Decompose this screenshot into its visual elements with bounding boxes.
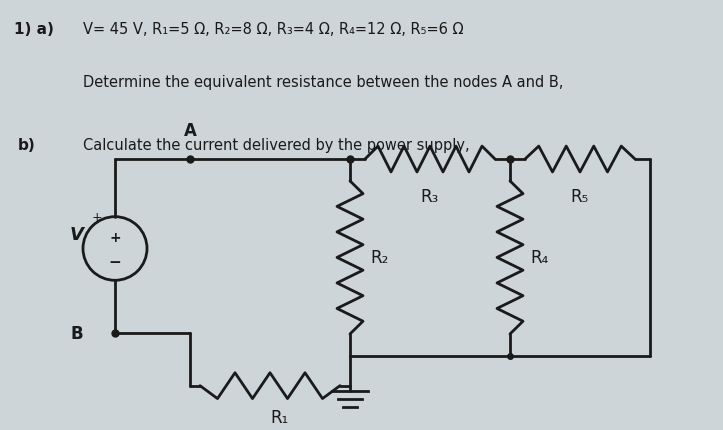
Text: +: + (109, 230, 121, 244)
Text: R₅: R₅ (571, 187, 589, 206)
Text: V= 45 V, R₁=5 Ω, R₂=8 Ω, R₃=4 Ω, R₄=12 Ω, R₅=6 Ω: V= 45 V, R₁=5 Ω, R₂=8 Ω, R₃=4 Ω, R₄=12 Ω… (83, 22, 463, 37)
Text: R₂: R₂ (370, 249, 388, 267)
Text: Calculate the current delivered by the power supply,: Calculate the current delivered by the p… (83, 138, 470, 153)
Text: +: + (92, 211, 103, 224)
Text: V: V (70, 225, 84, 243)
Text: R₁: R₁ (271, 408, 289, 426)
Text: Determine the equivalent resistance between the nodes A and B,: Determine the equivalent resistance betw… (83, 75, 563, 90)
Text: R₄: R₄ (530, 249, 548, 267)
Text: 1) a): 1) a) (14, 22, 54, 37)
Text: b): b) (18, 138, 36, 153)
Text: B: B (71, 324, 83, 342)
Text: A: A (184, 122, 197, 140)
Text: −: − (108, 254, 121, 269)
Text: R₃: R₃ (421, 187, 439, 206)
